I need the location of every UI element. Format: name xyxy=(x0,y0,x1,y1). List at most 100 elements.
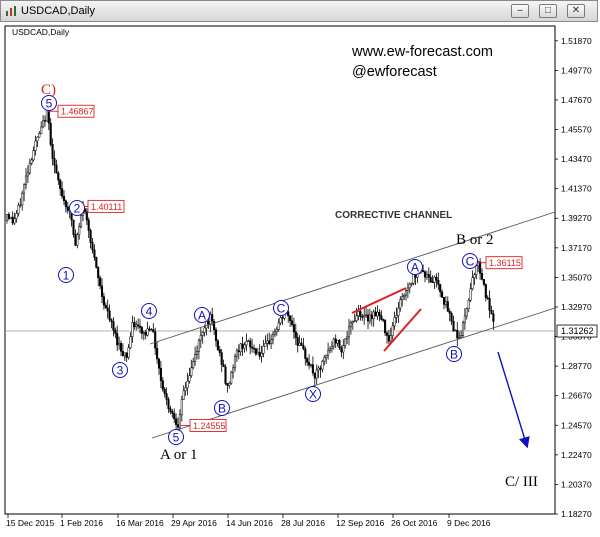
candle-body xyxy=(433,276,436,283)
candle-body xyxy=(365,314,368,316)
candle-body xyxy=(292,324,295,333)
candle-body xyxy=(338,340,341,349)
wave-a1-label: A xyxy=(194,307,210,323)
current-price-badge: 1.31262 xyxy=(556,324,598,338)
candle-body xyxy=(359,311,362,317)
candle-body xyxy=(427,274,430,278)
candle-body xyxy=(368,314,371,322)
price-chart[interactable]: 1.51870 1.49770 1.47670 1.45570 1.43470 1.413… xyxy=(0,22,600,537)
candle-body xyxy=(49,122,52,145)
candle-body xyxy=(97,267,100,279)
candle-body xyxy=(110,319,113,322)
candle-body xyxy=(23,184,26,194)
candle-body xyxy=(484,284,487,298)
x-tick-label: 12 Sep 2016 xyxy=(336,518,384,528)
candle-body xyxy=(492,313,495,322)
candle-body xyxy=(344,338,347,346)
candle-body xyxy=(315,369,318,379)
candle-body xyxy=(469,288,472,301)
close-button[interactable]: ✕ xyxy=(567,4,585,18)
candle-body xyxy=(237,350,240,353)
candle-body xyxy=(51,144,54,159)
price-label-text: 1.46867 xyxy=(61,107,94,117)
candle-body xyxy=(302,345,305,350)
candle-body xyxy=(239,343,242,353)
candle-body xyxy=(7,214,10,219)
candle-body xyxy=(480,273,484,280)
candle-body xyxy=(194,354,197,362)
price-label: 1.46867 xyxy=(48,104,95,118)
candle-body xyxy=(328,348,332,351)
candle-body xyxy=(108,310,111,320)
candle-body xyxy=(80,215,83,227)
svg-text:3: 3 xyxy=(117,364,124,378)
candle-body xyxy=(9,216,12,219)
candle-body xyxy=(275,329,278,333)
candle-body xyxy=(308,362,311,366)
candle-body xyxy=(266,340,269,344)
candle-body xyxy=(64,200,67,207)
wave-b1-label: B xyxy=(214,400,230,416)
b-or-2-label: B or 2 xyxy=(456,232,494,248)
candle-body xyxy=(435,276,438,281)
candle-body xyxy=(224,366,227,384)
candle-body xyxy=(441,291,444,298)
price-label-text: 1.24555 xyxy=(193,421,226,431)
candle-body xyxy=(188,375,191,382)
candle-body xyxy=(406,287,409,291)
candle-body xyxy=(127,347,130,358)
minimize-button[interactable]: – xyxy=(511,4,529,18)
wave-4-label: 4 xyxy=(141,303,157,319)
candle-body xyxy=(243,344,246,349)
candle-body xyxy=(336,340,339,344)
candle-body xyxy=(376,311,379,317)
price-label-box xyxy=(57,104,95,118)
candle-body xyxy=(439,284,442,293)
candle-body xyxy=(264,343,267,347)
candle-body xyxy=(366,314,370,322)
candle-body xyxy=(199,335,202,341)
candle-body xyxy=(423,271,427,278)
symbol-label: USDCAD,Daily xyxy=(12,27,70,37)
candle-body xyxy=(422,270,425,273)
maximize-button[interactable]: □ xyxy=(539,4,557,18)
candle-body xyxy=(321,360,324,370)
candle-body xyxy=(36,136,39,142)
y-tick-label: 1.51870 xyxy=(561,36,592,46)
candle-body xyxy=(91,242,94,251)
candle-body xyxy=(99,277,102,287)
candle-body xyxy=(222,364,225,368)
candle-body xyxy=(112,321,115,331)
candle-body xyxy=(123,352,126,356)
price-labels: 1.46867 1.40111 1.24555 1.36115 xyxy=(48,104,523,432)
candle-body xyxy=(429,277,432,283)
candle-body xyxy=(74,234,77,246)
candle-body xyxy=(24,175,28,185)
candle-body xyxy=(203,327,206,333)
svg-text:X: X xyxy=(309,388,317,402)
candle-body xyxy=(319,367,322,370)
candle-body xyxy=(154,331,157,349)
candle-body xyxy=(442,296,446,305)
candle-body xyxy=(235,350,238,357)
wave-2-label: 2 xyxy=(69,200,85,216)
candle-body xyxy=(30,159,33,164)
x-axis: 15 Dec 2015 1 Feb 2016 16 Mar 2016 29 Apr 2… xyxy=(6,514,491,528)
candle-body xyxy=(15,213,18,219)
candle-body xyxy=(28,163,31,174)
y-tick-label: 1.47670 xyxy=(561,95,592,105)
candle-body xyxy=(163,388,166,394)
candle-body xyxy=(13,218,16,224)
x-tick-label: 16 Mar 2016 xyxy=(116,518,164,528)
candle-body xyxy=(270,339,273,344)
svg-text:1: 1 xyxy=(63,269,70,283)
candle-body xyxy=(385,332,389,336)
x-tick-label: 26 Oct 2016 xyxy=(391,518,438,528)
candle-body xyxy=(330,345,333,350)
current-price-text: 1.31262 xyxy=(561,326,594,336)
candle-body xyxy=(207,321,210,325)
plot-frame xyxy=(4,25,556,515)
candle-body xyxy=(19,204,22,206)
candle-body xyxy=(437,279,440,285)
candle-body xyxy=(100,285,104,297)
